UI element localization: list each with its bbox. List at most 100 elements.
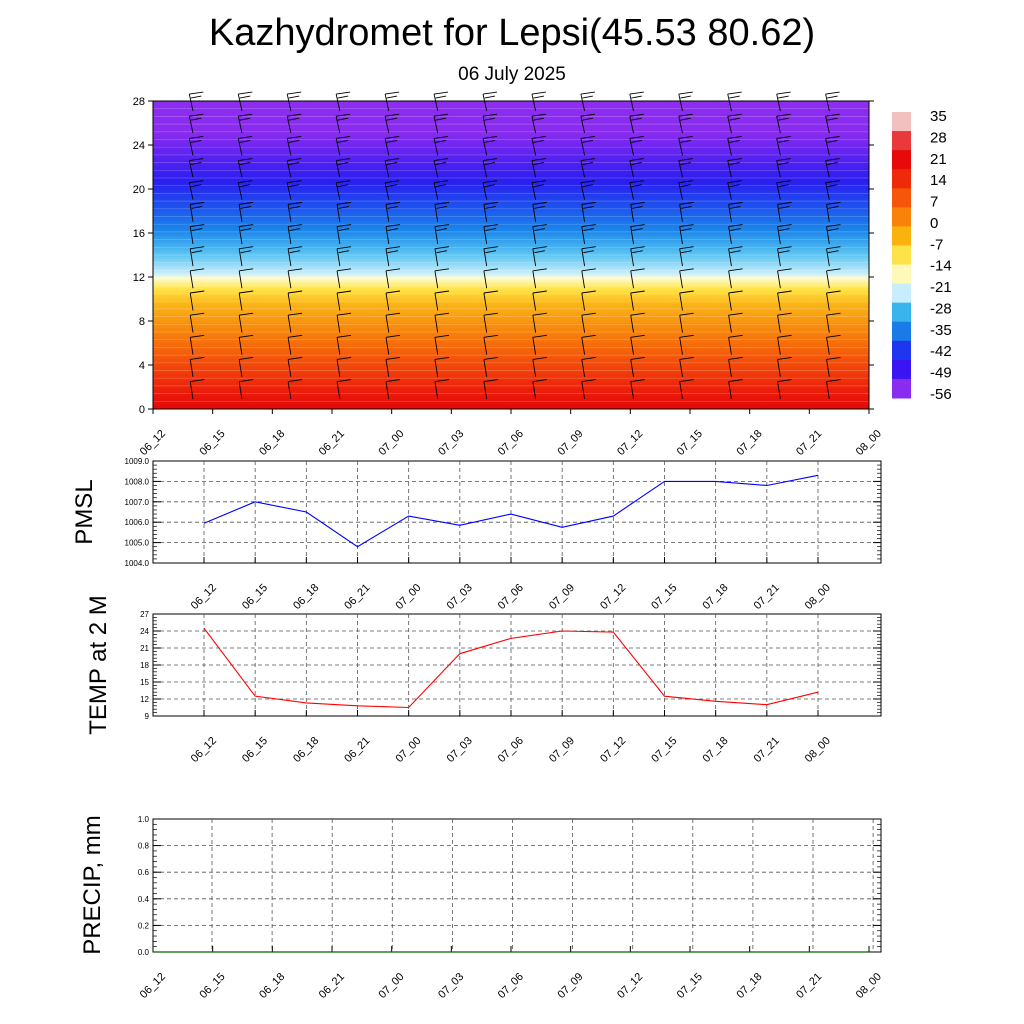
wind-barb-feather: [826, 379, 841, 383]
wind-barb-feather: [483, 201, 498, 205]
y-tick-label: 12: [133, 272, 145, 284]
wind-barb-feather: [580, 135, 595, 139]
wind-barb: [336, 248, 341, 267]
x-tick-label: 07_15: [675, 428, 705, 458]
wind-barb-feather: [385, 268, 401, 272]
y-axis-label: PMSL: [71, 479, 98, 544]
wind-barb-feather: [728, 290, 743, 294]
wind-barb: [434, 381, 439, 400]
wind-barb-feather: [532, 201, 547, 205]
wind-barb-feather: [288, 357, 303, 360]
wind-barb: [286, 182, 292, 200]
wind-barb-feather: [727, 91, 742, 95]
wind-barb: [482, 93, 488, 112]
wind-barb-feather: [778, 184, 789, 188]
x-tick-label: 06_15: [240, 735, 270, 765]
wind-barb-feather: [288, 379, 303, 383]
wind-barb: [728, 270, 732, 289]
wind-barb-feather: [532, 246, 547, 250]
wind-barb-feather: [239, 117, 251, 121]
wind-barb-feather: [386, 162, 398, 165]
wind-barb-feather: [288, 268, 303, 272]
wind-barb: [581, 381, 586, 400]
wind-barb-feather: [679, 268, 694, 272]
wind-barb-feather: [631, 162, 642, 165]
wind-barb: [629, 116, 634, 134]
wind-barb-feather: [531, 113, 547, 117]
wind-barb-feather: [433, 91, 449, 95]
contour-line: [152, 277, 870, 279]
wind-barb-feather: [778, 162, 789, 165]
wind-barb: [679, 226, 683, 244]
wind-barb-feather: [190, 162, 202, 165]
y-tick-label: 20: [133, 184, 145, 196]
wind-barb: [727, 116, 732, 134]
wind-barb-feather: [534, 205, 545, 209]
wind-barb-feather: [483, 224, 498, 227]
wind-barb-feather: [288, 184, 300, 188]
wind-barb: [728, 204, 732, 222]
wind-barb-feather: [485, 228, 496, 231]
wind-barb-feather: [580, 91, 595, 95]
x-tick-label: 07_06: [496, 971, 526, 1001]
wind-barb: [188, 93, 194, 112]
wind-barb: [483, 315, 488, 333]
y-tick-label: 1.0: [138, 815, 150, 824]
wind-barb: [776, 93, 781, 112]
wind-barb: [384, 182, 390, 200]
wind-barb-feather: [630, 334, 645, 338]
wind-barb-feather: [680, 95, 691, 99]
wind-barb: [238, 337, 243, 355]
x-tick-label: 07_12: [598, 582, 628, 612]
wind-barb-feather: [827, 205, 839, 209]
wind-barb-feather: [776, 180, 791, 184]
wind-barb-feather: [336, 357, 352, 360]
colorbar-label: 14: [930, 172, 947, 189]
x-tick-label: 06_15: [197, 971, 227, 1001]
x-tick-label: 07_00: [376, 971, 406, 1001]
wind-barb: [825, 182, 830, 200]
y-tick-label: 0.6: [138, 868, 150, 877]
wind-barb-feather: [728, 201, 743, 205]
wind-barb-feather: [485, 205, 496, 209]
colorbar-label: 21: [930, 151, 947, 168]
wind-barb-feather: [385, 357, 401, 360]
wind-barb: [287, 359, 292, 377]
y-tick-label: 16: [133, 228, 145, 240]
colorbar-label: -7: [930, 236, 943, 253]
wind-barb-feather: [777, 290, 792, 294]
wind-barb-feather: [288, 95, 300, 99]
wind-barb: [434, 226, 439, 244]
x-tick-label: 07_12: [615, 971, 645, 1001]
chart-subtitle: 06 July 2025: [458, 64, 566, 85]
wind-barb-feather: [826, 334, 841, 338]
wind-barb-feather: [778, 95, 789, 99]
wind-barb-feather: [679, 224, 694, 227]
wind-barb-feather: [436, 228, 448, 231]
wind-barb-feather: [532, 379, 547, 383]
x-tick-label: 07_21: [752, 582, 782, 612]
wind-barb-feather: [385, 224, 401, 227]
wind-barb-feather: [680, 184, 691, 188]
wind-barb-feather: [483, 379, 498, 383]
wind-barb-feather: [239, 334, 254, 338]
plot-frame: [152, 460, 882, 564]
wind-barb: [336, 292, 341, 311]
wind-barb-feather: [631, 95, 642, 99]
wind-barb: [727, 138, 732, 156]
y-tick-label: 27: [140, 610, 149, 619]
wind-barb-feather: [581, 201, 596, 205]
wind-barb: [580, 182, 586, 200]
wind-barb-feather: [337, 117, 349, 121]
x-tick-label: 07_09: [555, 971, 585, 1001]
wind-barb-feather: [582, 162, 593, 165]
colorbar-swatch: [892, 188, 911, 208]
wind-barb-feather: [728, 334, 743, 338]
wind-barb: [826, 226, 830, 244]
wind-barb-feather: [336, 268, 352, 272]
wind-barb: [336, 337, 341, 355]
wind-barb: [727, 160, 732, 178]
x-tick-label: 06_18: [257, 428, 287, 458]
wind-barb-feather: [436, 250, 448, 254]
wind-barb: [482, 116, 488, 134]
